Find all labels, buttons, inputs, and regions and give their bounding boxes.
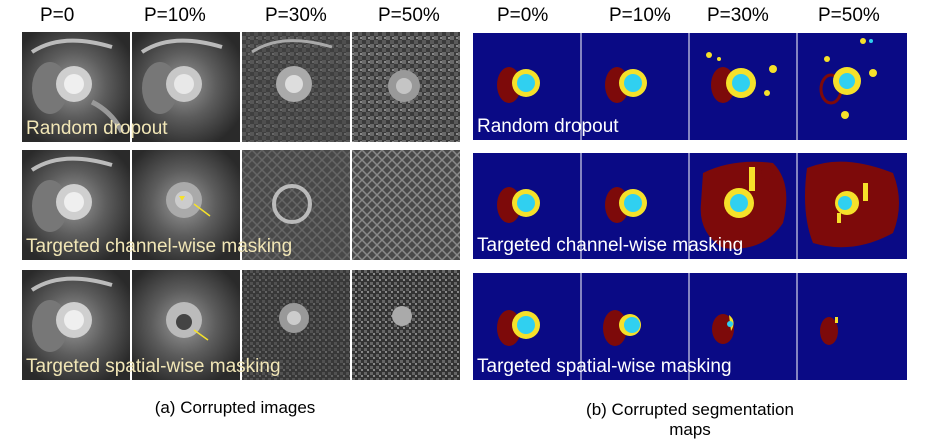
seg-tile-p50: [820, 317, 838, 345]
left-col-label-p30: P=30%: [265, 5, 327, 26]
mri-tile-p0: [22, 32, 130, 142]
mri-tile-p10: [132, 32, 240, 142]
right-col-label-p10: P=10%: [609, 5, 671, 26]
mri-row-label: Targeted spatial-wise masking: [26, 356, 281, 377]
seg-tile-p10: [605, 67, 647, 103]
mri-image-strip: [22, 32, 460, 142]
mri-row-channel-masking: Targeted channel-wise masking: [22, 150, 460, 260]
right-caption-line2: maps: [669, 420, 711, 439]
left-col-label-p50: P=50%: [378, 5, 440, 26]
seg-tile-p50: [805, 161, 899, 248]
mri-image-strip: [22, 270, 460, 380]
seg-row-spatial-masking: Targeted spatial-wise masking: [473, 273, 907, 380]
yellow-marker-icon: [179, 196, 185, 201]
seg-row-channel-masking: Targeted channel-wise masking: [473, 153, 907, 259]
mri-tile-p30: [242, 150, 350, 260]
seg-map-strip: [497, 273, 838, 380]
left-col-label-p0: P=0: [40, 5, 75, 26]
seg-map-strip: [497, 33, 877, 140]
mri-tile-p0: [22, 150, 130, 260]
right-caption: (b) Corrupted segmentation maps: [540, 400, 840, 440]
mri-row-random-dropout: Random dropout: [22, 32, 460, 142]
mri-tile-p30: [242, 32, 350, 142]
seg-row-label: Random dropout: [477, 116, 619, 137]
mri-tile-p50: [352, 270, 460, 380]
mri-row-spatial-masking: Targeted spatial-wise masking: [22, 270, 460, 380]
seg-tile-p0: [497, 187, 540, 223]
left-col-label-p10: P=10%: [144, 5, 206, 26]
right-col-label-p0: P=0%: [497, 5, 549, 26]
mri-tile-p50: [352, 32, 460, 142]
mri-tile-p30: [242, 270, 350, 380]
mri-tile-p10: [132, 150, 240, 260]
mri-image-strip: [22, 150, 460, 260]
right-caption-line1: (b) Corrupted segmentation: [586, 400, 794, 419]
annotation-arrow-icon: [193, 329, 209, 341]
seg-row-random-dropout: Random dropout: [473, 33, 907, 140]
right-col-label-p30: P=30%: [707, 5, 769, 26]
seg-tile-p0: [497, 67, 540, 103]
annotation-arrow-icon: [193, 203, 211, 217]
seg-map-strip: [497, 153, 899, 259]
seg-tile-p0: [497, 310, 540, 346]
mri-tile-p10: [132, 270, 240, 380]
left-caption: (a) Corrupted images: [154, 398, 316, 417]
seg-row-label: Targeted spatial-wise masking: [477, 356, 732, 377]
seg-row-label: Targeted channel-wise masking: [477, 235, 744, 256]
mri-row-label: Random dropout: [26, 118, 168, 139]
mri-row-label: Targeted channel-wise masking: [26, 236, 293, 257]
seg-tile-p50: [819, 38, 877, 119]
seg-tile-p30: [700, 161, 787, 249]
seg-tile-p10: [603, 310, 641, 346]
mri-tile-p50: [352, 150, 460, 260]
mri-tile-p0: [22, 270, 130, 380]
seg-tile-p30: [712, 314, 734, 344]
right-col-label-p50: P=50%: [818, 5, 880, 26]
seg-tile-p30: [706, 52, 777, 103]
seg-tile-p10: [605, 187, 647, 223]
